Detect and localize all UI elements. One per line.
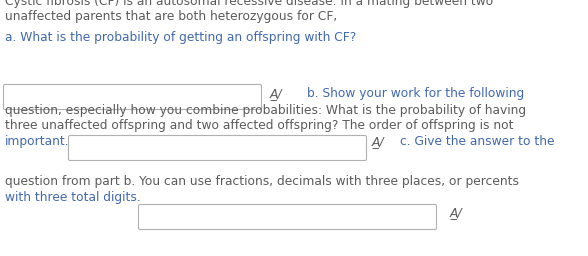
Text: question, especially how you combine probabilities: What is the probability of h: question, especially how you combine pro… [5,104,526,117]
Text: unaffected parents that are both heterozygous for CF,: unaffected parents that are both heteroz… [5,10,338,23]
Text: question from part b. You can use fractions, decimals with three places, or perc: question from part b. You can use fracti… [5,175,519,188]
Text: three unaffected offspring and two affected offspring? The order of offspring is: three unaffected offspring and two affec… [5,119,513,132]
Text: a. What is the probability of getting an offspring with CF?: a. What is the probability of getting an… [5,31,356,44]
Text: important.: important. [5,135,69,148]
Text: c. Give the answer to the: c. Give the answer to the [400,135,554,148]
Text: with three total digits.: with three total digits. [5,191,141,204]
Text: A̲/: A̲/ [270,87,282,100]
FancyBboxPatch shape [68,135,366,161]
FancyBboxPatch shape [4,84,262,110]
Text: Cystic fibrosis (CF) is an autosomal recessive disease. In a mating between two: Cystic fibrosis (CF) is an autosomal rec… [5,0,493,8]
Text: A̲/: A̲/ [372,135,385,148]
Text: A̲/: A̲/ [450,206,463,219]
Text: b. Show your work for the following: b. Show your work for the following [307,87,524,100]
FancyBboxPatch shape [139,205,436,229]
